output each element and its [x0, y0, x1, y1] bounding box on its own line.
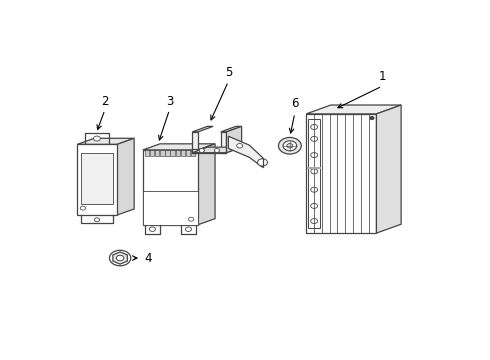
Polygon shape [191, 150, 196, 156]
Polygon shape [145, 150, 149, 156]
Circle shape [94, 218, 99, 222]
Polygon shape [220, 126, 242, 132]
Polygon shape [192, 132, 198, 153]
Polygon shape [77, 138, 134, 144]
Polygon shape [228, 136, 263, 167]
Polygon shape [117, 138, 134, 215]
Circle shape [116, 255, 124, 261]
Circle shape [149, 227, 155, 231]
Polygon shape [160, 150, 165, 156]
Polygon shape [113, 252, 127, 264]
Circle shape [287, 144, 293, 148]
Polygon shape [220, 132, 226, 153]
Circle shape [311, 153, 318, 158]
Polygon shape [308, 120, 320, 228]
Text: 5: 5 [224, 66, 232, 79]
Text: 1: 1 [378, 71, 386, 84]
Circle shape [185, 227, 192, 231]
Circle shape [278, 138, 301, 154]
Polygon shape [155, 150, 159, 156]
Polygon shape [198, 144, 215, 225]
Circle shape [311, 169, 318, 174]
Circle shape [311, 187, 318, 192]
Circle shape [214, 149, 220, 152]
Polygon shape [192, 149, 226, 153]
Circle shape [311, 136, 318, 141]
Polygon shape [175, 150, 180, 156]
Circle shape [237, 144, 243, 148]
Text: 3: 3 [166, 95, 173, 108]
Polygon shape [143, 191, 198, 225]
Polygon shape [143, 144, 215, 150]
Circle shape [258, 159, 268, 166]
Polygon shape [186, 150, 190, 156]
Polygon shape [81, 153, 113, 204]
Circle shape [370, 117, 374, 120]
Circle shape [80, 206, 86, 210]
Polygon shape [150, 150, 154, 156]
Polygon shape [143, 150, 198, 225]
Circle shape [283, 141, 297, 151]
Polygon shape [181, 150, 185, 156]
Circle shape [189, 217, 194, 221]
Polygon shape [192, 147, 242, 153]
Polygon shape [306, 105, 401, 114]
Polygon shape [376, 105, 401, 233]
Circle shape [199, 149, 204, 152]
Circle shape [94, 136, 100, 141]
Text: 4: 4 [145, 252, 152, 265]
Text: 6: 6 [291, 97, 298, 110]
Polygon shape [192, 126, 213, 132]
Polygon shape [165, 150, 170, 156]
Polygon shape [226, 126, 242, 153]
Text: 2: 2 [101, 95, 109, 108]
Polygon shape [77, 144, 117, 215]
Circle shape [311, 219, 318, 224]
Polygon shape [306, 114, 376, 233]
Polygon shape [171, 150, 175, 156]
Circle shape [311, 125, 318, 130]
Circle shape [311, 203, 318, 208]
